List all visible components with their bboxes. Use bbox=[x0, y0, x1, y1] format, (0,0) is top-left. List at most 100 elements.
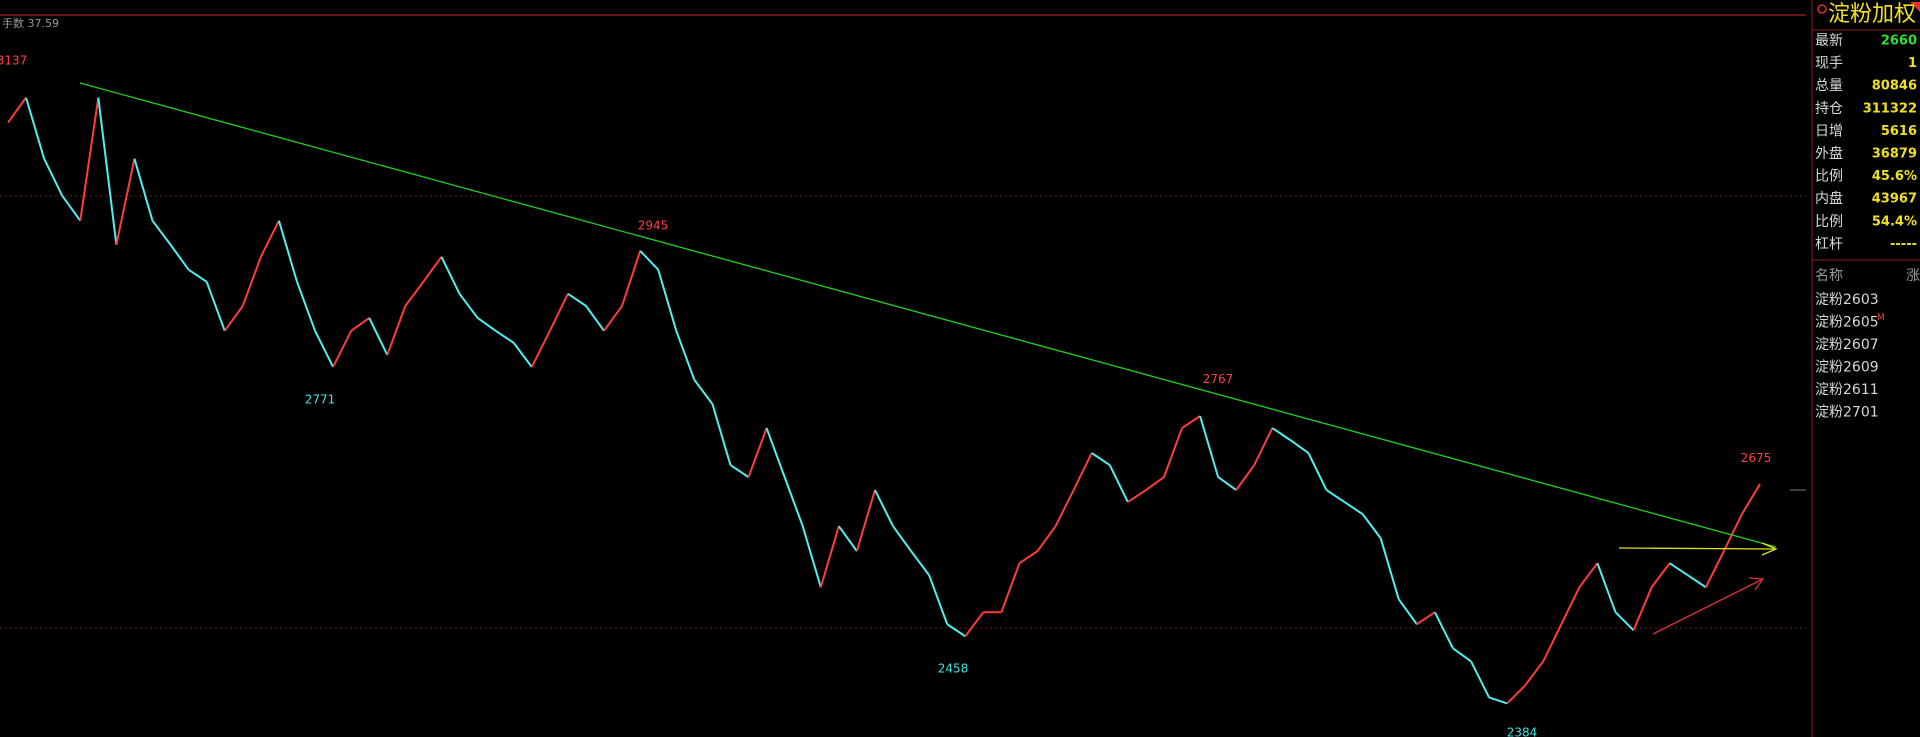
row-label: 外盘 bbox=[1815, 145, 1843, 162]
price-segment bbox=[585, 305, 605, 332]
price-segment bbox=[928, 574, 949, 625]
price-segment bbox=[1650, 562, 1671, 588]
price-segment bbox=[440, 256, 461, 295]
price-segment bbox=[61, 195, 82, 222]
price-segment bbox=[747, 427, 768, 478]
price-segment bbox=[1163, 427, 1183, 478]
row-value: ----- bbox=[1890, 237, 1917, 252]
row-label: 日增 bbox=[1815, 123, 1843, 139]
corner bbox=[1910, 2, 1920, 12]
row-label: 比例 bbox=[1815, 169, 1843, 185]
price-segment bbox=[1596, 562, 1617, 613]
list-header: 涨 bbox=[1906, 268, 1920, 284]
contract[interactable]: 淀粉2609 bbox=[1815, 360, 1879, 376]
contract[interactable]: 淀粉2611 bbox=[1815, 382, 1879, 398]
main-flag: M bbox=[1877, 313, 1885, 323]
row-value: 5616 bbox=[1881, 124, 1917, 139]
price-segment bbox=[838, 525, 858, 552]
price-segment bbox=[1036, 525, 1057, 552]
price-segment bbox=[25, 97, 46, 159]
price-segment bbox=[223, 305, 244, 332]
row-value: 54.4% bbox=[1872, 214, 1917, 229]
price-segment bbox=[729, 464, 750, 478]
price-segment bbox=[1397, 598, 1418, 625]
price-segment bbox=[1145, 476, 1165, 491]
price-segment bbox=[7, 97, 27, 124]
price-segment bbox=[1614, 611, 1635, 631]
price-segment bbox=[1433, 611, 1454, 649]
price-segment bbox=[422, 256, 443, 283]
price-segment bbox=[1217, 476, 1237, 491]
price-segment bbox=[495, 329, 515, 344]
price-segment bbox=[1054, 489, 1075, 527]
high-label: 2675 bbox=[1741, 451, 1772, 465]
price-segment bbox=[819, 525, 840, 588]
contract[interactable]: 淀粉2701 bbox=[1815, 405, 1879, 421]
price-segment bbox=[639, 250, 659, 271]
price-segment bbox=[711, 403, 732, 466]
row-value: 1 bbox=[1908, 56, 1917, 71]
price-segment bbox=[1344, 501, 1364, 515]
row-value: 43967 bbox=[1872, 192, 1917, 207]
arrow-head bbox=[1748, 577, 1765, 591]
price-segment bbox=[1127, 489, 1147, 503]
price-segment bbox=[1307, 452, 1328, 491]
row-value: 45.6% bbox=[1872, 169, 1917, 184]
panel-title: 淀粉加权 bbox=[1828, 2, 1916, 27]
price-segment bbox=[1361, 513, 1382, 539]
contract[interactable]: 淀粉2603 bbox=[1815, 292, 1879, 308]
price-segment bbox=[1416, 611, 1436, 626]
price-segment bbox=[350, 317, 370, 332]
trendline bbox=[79, 82, 1777, 548]
row-label: 比例 bbox=[1815, 214, 1843, 230]
price-segment bbox=[1289, 439, 1310, 454]
price-segment bbox=[296, 281, 316, 332]
price-segment bbox=[259, 220, 280, 258]
price-segment bbox=[621, 250, 642, 307]
price-segment bbox=[1091, 452, 1111, 466]
high-label: 3137 bbox=[0, 53, 27, 67]
plot: 3137 2945 2767 2675 2771 2458 2384 bbox=[0, 53, 1771, 737]
row-label: 杠杆 bbox=[1815, 236, 1843, 252]
price-segment bbox=[368, 317, 389, 356]
price-segment bbox=[567, 292, 587, 307]
price-segment bbox=[657, 269, 678, 332]
price-segment bbox=[603, 305, 623, 332]
price-segment bbox=[1560, 586, 1581, 625]
price-segment bbox=[314, 330, 335, 368]
price-segment bbox=[188, 268, 208, 283]
price-segment bbox=[910, 550, 930, 576]
price-segment bbox=[404, 281, 425, 307]
row-label: 总量 bbox=[1815, 78, 1843, 94]
price-segment bbox=[1000, 562, 1021, 613]
price-segment bbox=[477, 317, 497, 332]
price-segment bbox=[1379, 537, 1400, 600]
price-segment bbox=[97, 97, 118, 245]
price-segment bbox=[386, 305, 407, 356]
row-label: 持仓 bbox=[1815, 101, 1843, 117]
price-segment bbox=[1470, 660, 1490, 698]
price-segment bbox=[1271, 427, 1291, 441]
price-segment bbox=[765, 427, 786, 478]
price-segment bbox=[1235, 464, 1256, 491]
price-segment bbox=[332, 330, 353, 368]
high-label: 2767 bbox=[1203, 372, 1234, 386]
price-segment bbox=[1108, 464, 1129, 503]
price-segment bbox=[693, 379, 714, 405]
indicator: 手数 37.59 bbox=[2, 16, 59, 30]
price-segment bbox=[133, 158, 154, 221]
price-segment bbox=[530, 330, 551, 368]
price-segment bbox=[964, 611, 985, 637]
price-segment bbox=[1253, 427, 1274, 466]
price-segment bbox=[1704, 550, 1725, 588]
price-segment bbox=[855, 489, 876, 552]
contract[interactable]: 淀粉2607 bbox=[1815, 337, 1879, 353]
contract[interactable]: 淀粉2605 bbox=[1815, 315, 1879, 331]
price-segment bbox=[205, 281, 226, 332]
panel: 最新 2660 现手 1 总量 80846 持仓 311322 日增 5616 外盘 36879 比例 4… bbox=[1815, 33, 1920, 421]
row-value: 36879 bbox=[1872, 147, 1917, 162]
price-segment bbox=[801, 525, 822, 588]
icon bbox=[1817, 4, 1827, 14]
list-header: 名称 bbox=[1815, 268, 1843, 284]
price-segment bbox=[79, 97, 100, 221]
